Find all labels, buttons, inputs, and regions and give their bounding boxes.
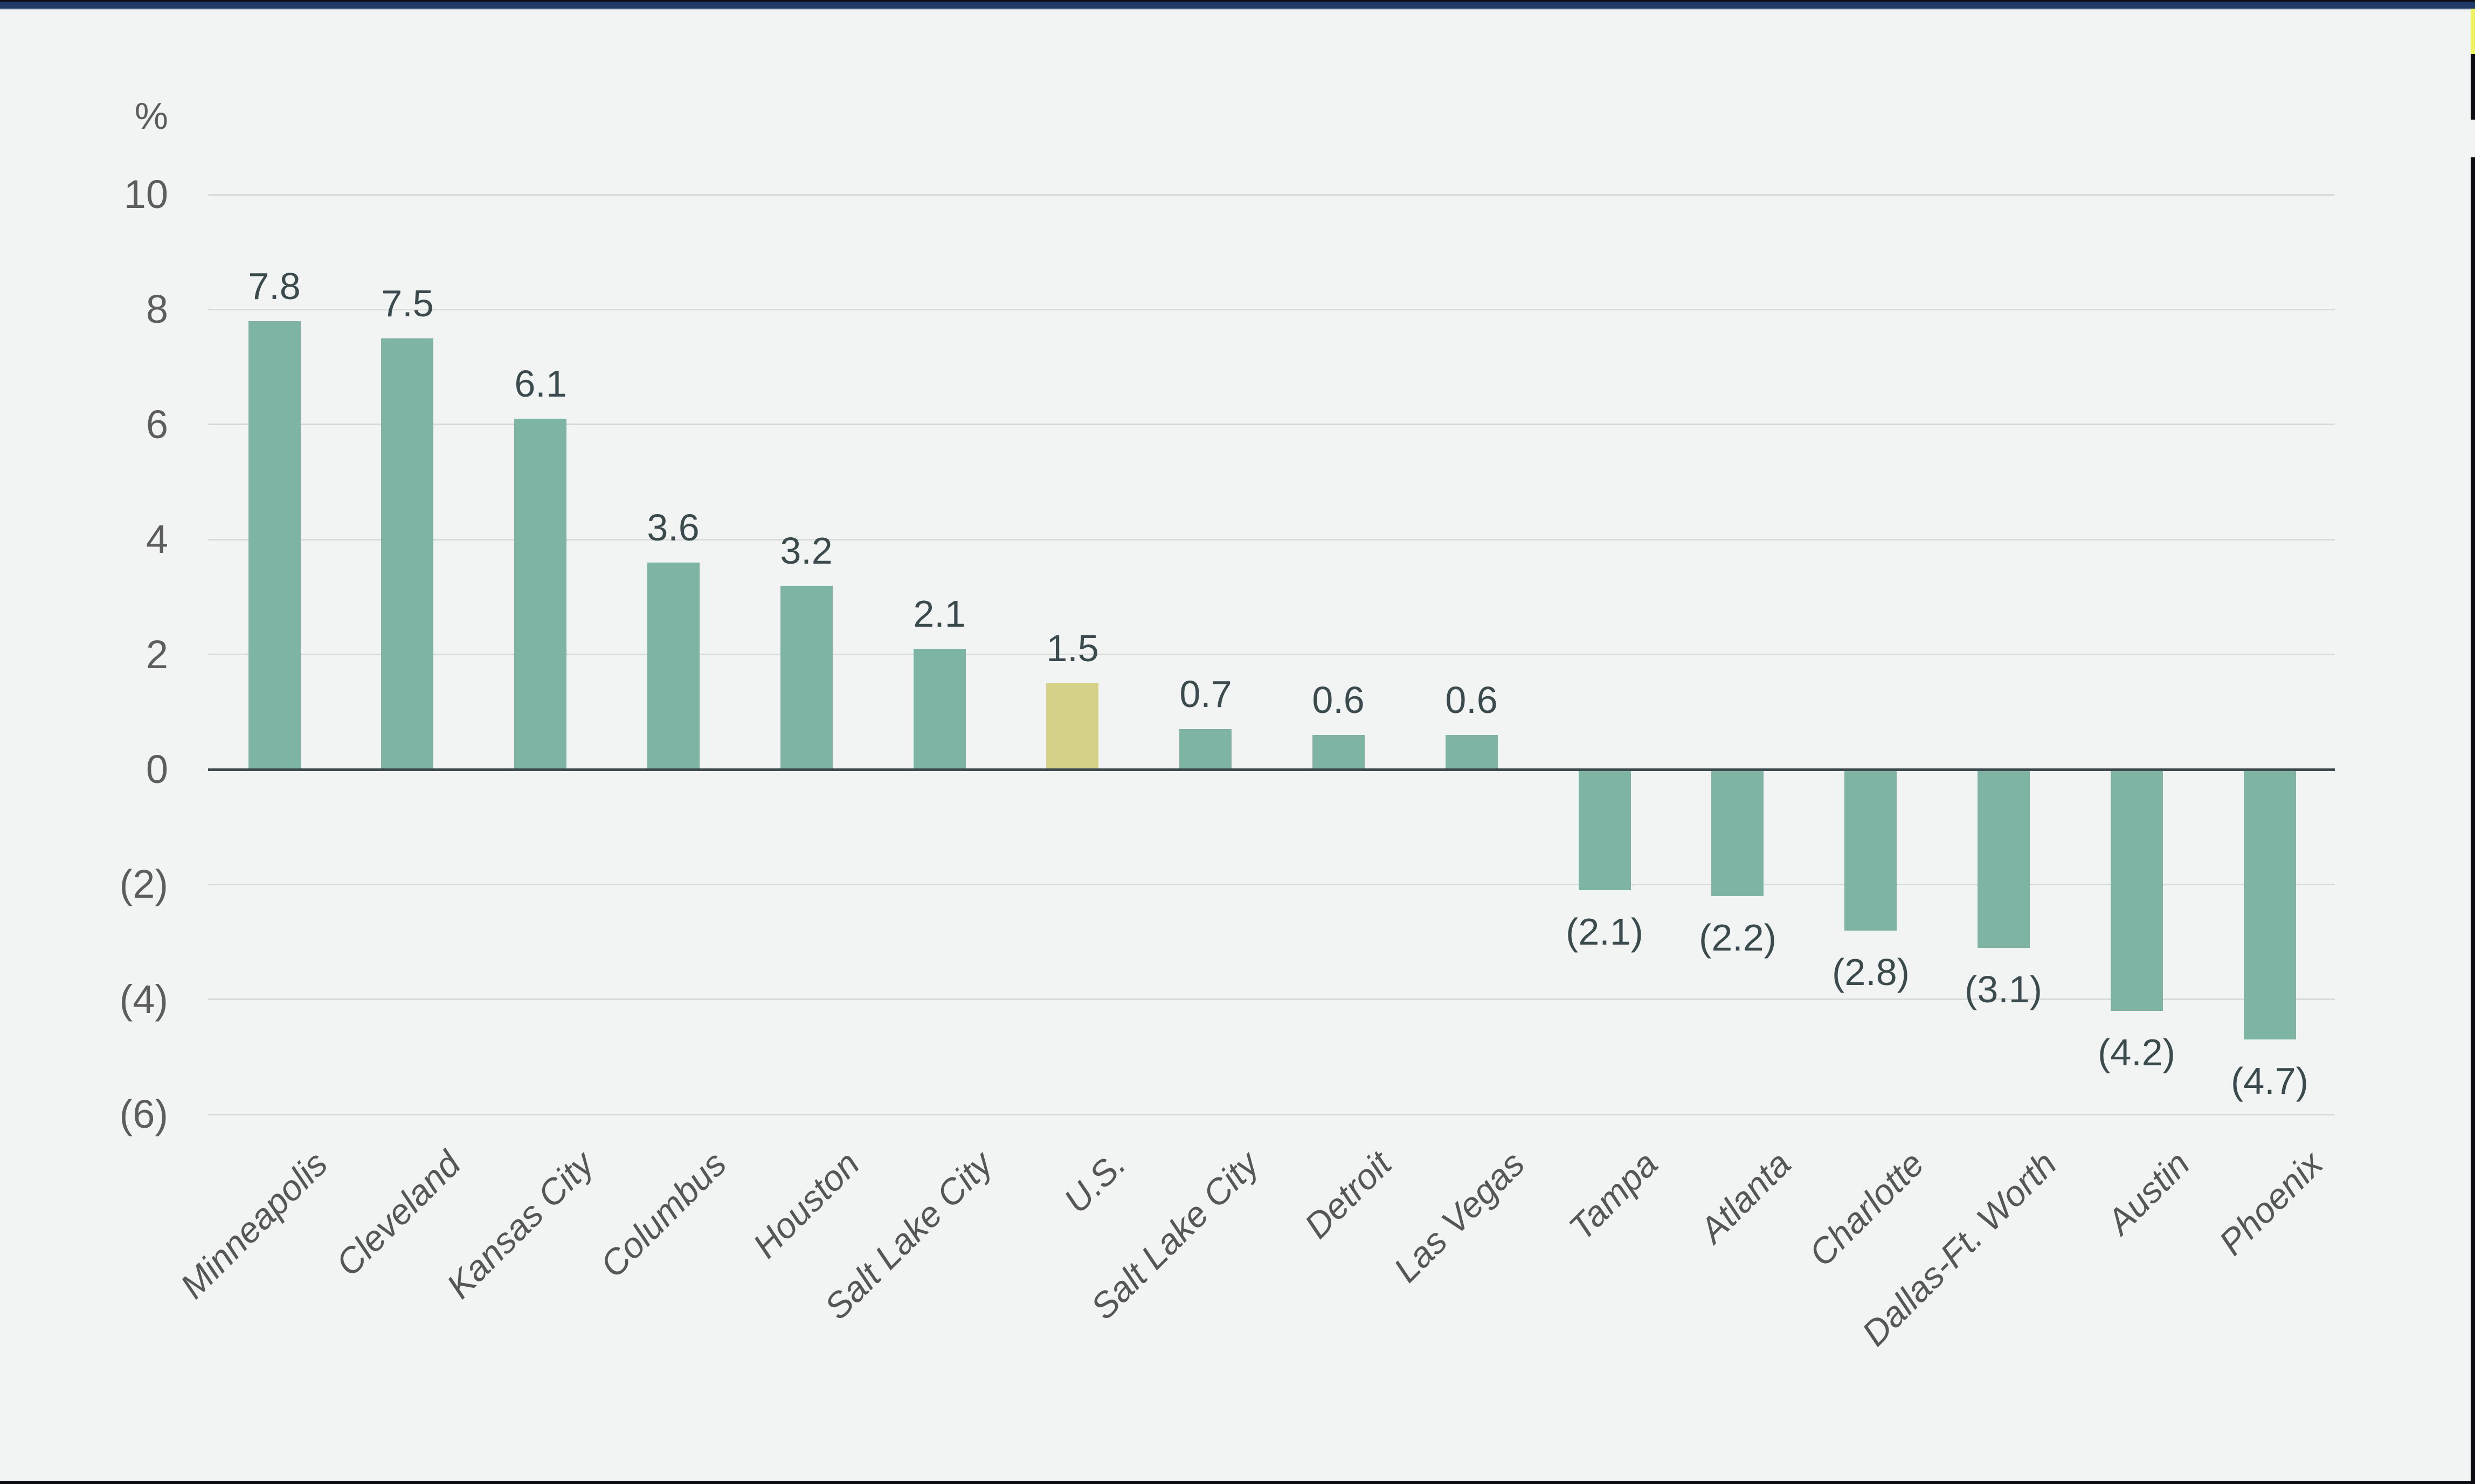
y-tick-label: 0 [146,747,168,792]
bar [514,419,566,769]
bar [1312,735,1365,769]
gridline [208,654,2335,655]
bar-value-label: (2.2) [1699,917,1776,959]
bar-value-label: (4.7) [2231,1060,2308,1102]
y-axis-unit-label: % [134,95,168,137]
bar-value-label: 7.5 [381,282,434,324]
bar-value-label: (2.8) [1832,951,1910,993]
bar [1179,729,1232,769]
bar-value-label: (3.1) [1965,968,2042,1010]
y-tick-label: 6 [146,402,168,447]
bar [2111,769,2163,1011]
bar [1711,769,1764,896]
bar-value-label: (2.1) [1566,911,1643,953]
bar [647,563,700,769]
bar [2244,769,2296,1039]
gridline [208,539,2335,540]
y-tick-label: (4) [119,977,168,1022]
bar [381,338,433,769]
bar [1579,769,1631,890]
top-border-line [0,0,2475,2]
bar [1978,769,2030,948]
bar-value-label: 0.6 [1445,679,1498,721]
bar-value-label: 3.2 [780,530,833,572]
y-tick-label: (2) [119,862,168,906]
top-border-accent [0,2,2475,9]
y-tick-label: 2 [146,632,168,677]
bar-value-label: (4.2) [2098,1031,2175,1073]
gridline [208,309,2335,310]
bar-highlighted [1046,683,1098,769]
gridline [208,998,2335,1000]
right-edge-peek-black-2 [2471,157,2475,1481]
top-border-hairline [0,9,2475,10]
bar [1446,735,1498,769]
bar [248,321,301,769]
bar [780,586,833,769]
y-tick-label: 8 [146,287,168,331]
bar-value-label: 6.1 [514,363,567,405]
y-tick-label: 4 [146,517,168,561]
right-edge-peek-black-1 [2471,54,2475,120]
bottom-border-line [0,1481,2475,1484]
x-axis-zero-line [208,768,2335,771]
bar-value-label: 0.6 [1312,679,1365,721]
bar [914,649,966,769]
gridline [208,1114,2335,1115]
right-edge-peek-yellow [2471,9,2475,54]
bar-value-label: 0.7 [1179,673,1232,715]
gridline [208,194,2335,196]
gridline [208,424,2335,425]
bar-value-label: 1.5 [1046,627,1099,669]
bar-value-label: 3.6 [647,507,700,549]
gridline [208,884,2335,885]
bar-value-label: 2.1 [913,593,966,635]
bar [1844,769,1897,931]
y-tick-label: (6) [119,1092,168,1136]
bar-value-label: 7.8 [248,265,301,307]
y-tick-label: 10 [123,172,168,217]
